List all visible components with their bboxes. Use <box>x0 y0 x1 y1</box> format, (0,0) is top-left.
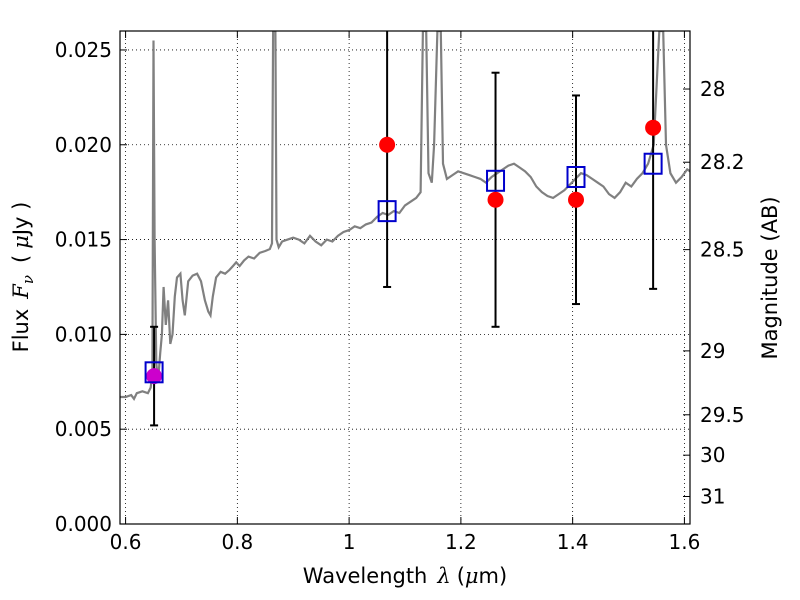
data-points <box>146 119 662 385</box>
x-axis-title-unit-open: ( <box>457 564 465 588</box>
x-axis-title-unit-rest: m) <box>479 564 508 588</box>
y-tick-label: 0.015 <box>55 228 112 252</box>
nir-point <box>379 136 396 153</box>
x-axis-ticks: 0.6 0.8 1 1.2 1.4 1.6 <box>110 31 701 554</box>
nir-point <box>568 191 584 208</box>
x-tick-label: 1.4 <box>557 530 589 554</box>
x-axis-title-unit-mu: μ <box>465 564 479 588</box>
y2-tick-label: 30 <box>700 443 725 467</box>
y-axis-title-unit-open: ( <box>9 255 33 263</box>
model-square <box>643 152 663 175</box>
y-tick-label: 0.005 <box>55 417 112 441</box>
y-axis-title-subscript: ν <box>19 275 37 284</box>
y-tick-label: 0.020 <box>55 133 112 157</box>
model-square <box>144 361 164 384</box>
y2-tick-label: 28.2 <box>700 150 745 174</box>
y-tick-label: 0.000 <box>55 512 112 536</box>
model-squares <box>144 152 663 384</box>
x-tick-label: 1.6 <box>669 530 701 554</box>
x-axis-title-text: Wavelength <box>303 564 428 588</box>
y-tick-label: 0.025 <box>55 38 112 62</box>
model-square <box>486 169 506 192</box>
y-axis-title-text: Flux <box>9 309 33 353</box>
nir-point <box>487 191 504 208</box>
y-axis-title: Flux Fν ( μJy ) <box>9 202 37 353</box>
x-tick-label: 1 <box>343 530 356 554</box>
y2-tick-label: 28 <box>700 77 725 101</box>
y2-tick-label: 29 <box>700 339 725 363</box>
x-tick-label: 0.6 <box>110 530 142 554</box>
spectrum-line <box>120 31 690 402</box>
y2-tick-label: 31 <box>700 485 725 509</box>
x-tick-label: 0.8 <box>221 530 253 554</box>
x-tick-label: 1.2 <box>445 530 477 554</box>
grid <box>120 31 690 525</box>
y-axis-title-unit-mu: μ <box>9 235 33 249</box>
y2-axis-ticks: 28 28.2 28.5 29 29.5 30 31 <box>683 77 745 509</box>
y2-axis-title: Magnitude (AB) <box>758 196 782 359</box>
x-axis-title-symbol: λ <box>436 564 450 588</box>
x-axis-title: Wavelength λ (μm) <box>303 564 507 588</box>
plot-frame <box>119 30 691 525</box>
y-axis-ticks: 0.000 0.005 0.010 0.015 0.020 0.025 <box>55 38 127 536</box>
y-axis-title-symbol: F <box>9 283 33 300</box>
model-square <box>566 166 586 189</box>
y-axis-title-unit-rest: Jy ) <box>9 202 33 238</box>
optical-point <box>146 368 163 385</box>
nir-point <box>645 119 662 136</box>
y2-tick-label: 29.5 <box>700 403 745 427</box>
model-square <box>377 200 397 223</box>
y-tick-label: 0.010 <box>55 322 112 346</box>
y2-tick-label: 28.5 <box>700 238 745 262</box>
plot-area <box>120 31 690 427</box>
error-bars <box>150 31 658 427</box>
